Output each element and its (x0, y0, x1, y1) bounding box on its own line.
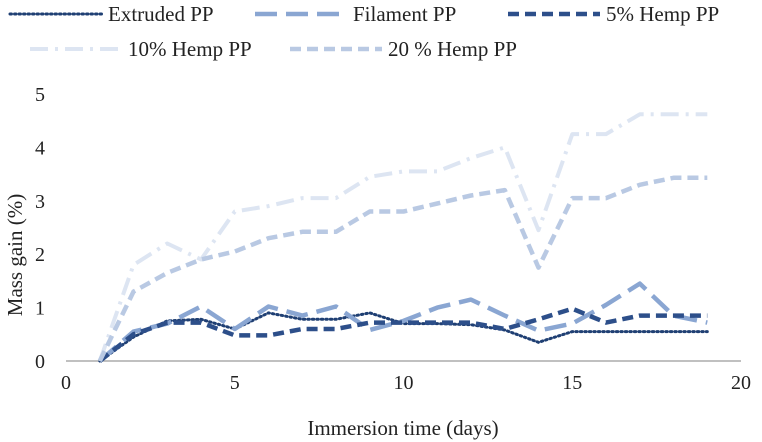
legend-item: Filament PP (255, 2, 456, 26)
x-axis-title: Immersion time (days) (307, 416, 498, 440)
y-tick-label: 4 (35, 137, 45, 159)
legend-item: 10% Hemp PP (30, 37, 252, 61)
legend-label: Extruded PP (108, 2, 214, 26)
series-line-1 (98, 311, 709, 363)
series-line-2 (98, 281, 708, 363)
series-lines (97, 112, 709, 363)
y-tick-label: 3 (35, 191, 45, 213)
legend-label: 5% Hemp PP (606, 2, 719, 26)
y-tick-label: 1 (35, 298, 45, 320)
x-tick-label: 10 (394, 372, 414, 394)
y-tick-labels: 0 1 2 3 4 5 (35, 84, 45, 373)
legend-item: Extruded PP (8, 2, 214, 26)
x-tick-label: 5 (230, 372, 240, 394)
x-tick-label: 15 (562, 372, 582, 394)
x-tick-labels: 0 5 10 15 20 (61, 372, 751, 394)
chart-legend: Extruded PP Filament PP 5% Hemp PP 10% Hemp… (8, 2, 719, 61)
legend-label: 10% Hemp PP (128, 37, 252, 61)
y-tick-label: 2 (35, 244, 45, 266)
legend-item: 20 % Hemp PP (290, 37, 517, 61)
legend-label: 20 % Hemp PP (388, 37, 517, 61)
y-tick-label: 5 (35, 84, 45, 106)
series-line-3 (98, 306, 708, 363)
x-tick-label: 20 (731, 372, 751, 394)
legend-label: Filament PP (353, 2, 456, 26)
y-axis-title: Mass gain (%) (3, 194, 27, 316)
series-line-5 (97, 175, 708, 362)
x-tick-label: 0 (61, 372, 71, 394)
y-tick-label: 0 (35, 351, 45, 373)
series-line-4 (97, 112, 708, 362)
legend-item: 5% Hemp PP (508, 2, 719, 26)
